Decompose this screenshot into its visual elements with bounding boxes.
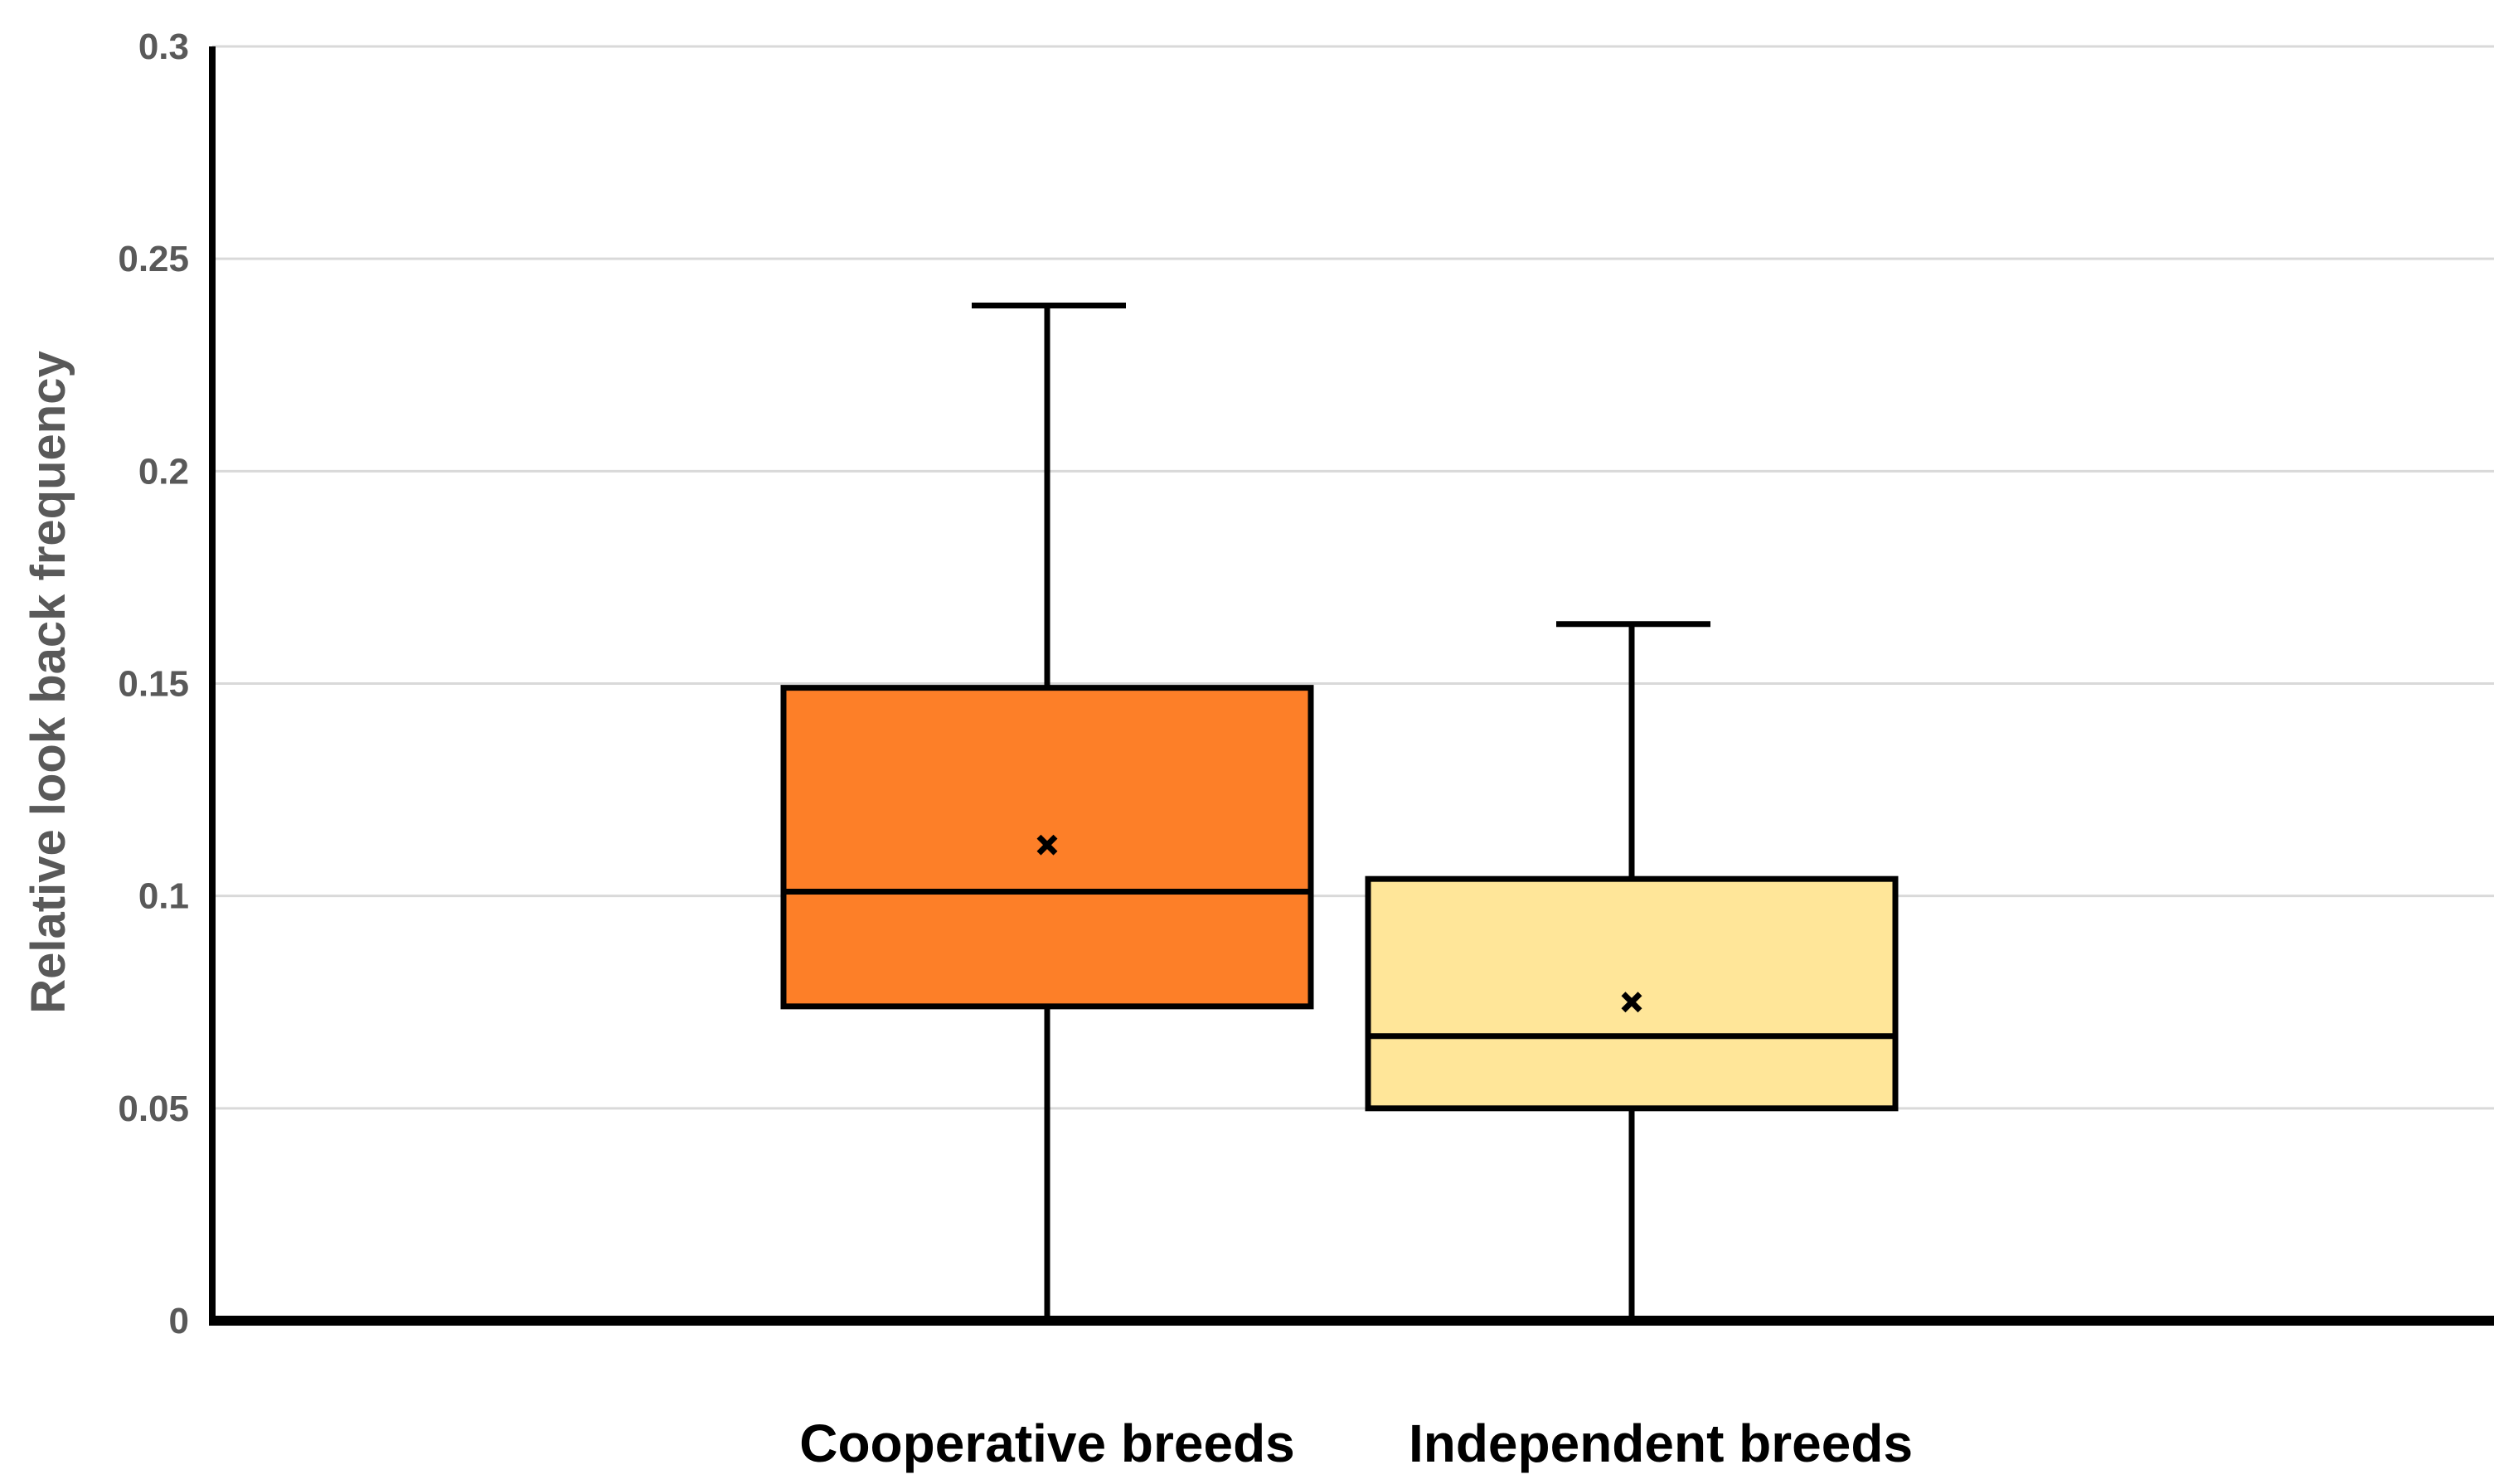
box-cooperative xyxy=(780,303,1314,1321)
y-tick-label: 0.15 xyxy=(118,664,189,705)
mean-marker xyxy=(1621,992,1642,1013)
y-tick-label: 0.1 xyxy=(138,876,189,917)
box-independent xyxy=(1365,621,1899,1321)
x-category-labels: Cooperative breeds Independent breeds xyxy=(799,1414,1913,1473)
iqr-box xyxy=(780,685,1314,1010)
y-tick-label: 0.05 xyxy=(118,1089,189,1129)
y-tick-label: 0.25 xyxy=(118,239,189,279)
x-category-label: Independent breeds xyxy=(1409,1414,1913,1473)
x-category-label: Cooperative breeds xyxy=(799,1414,1295,1473)
mean-marker-stroke xyxy=(1621,992,1642,1013)
iqr-box xyxy=(1365,875,1899,1112)
mean-marker-stroke xyxy=(1036,834,1058,856)
y-tick-label: 0.3 xyxy=(138,27,189,67)
y-tick-label: 0.2 xyxy=(138,451,189,492)
y-axis-title: Relative look back frequency xyxy=(22,351,75,1013)
boxes xyxy=(780,303,1899,1321)
y-tick-labels: 0 0.05 0.1 0.15 0.2 0.25 0.3 xyxy=(118,27,189,1341)
y-tick-label: 0 xyxy=(169,1301,189,1341)
gridlines xyxy=(212,45,2494,1110)
mean-marker xyxy=(1036,834,1058,856)
